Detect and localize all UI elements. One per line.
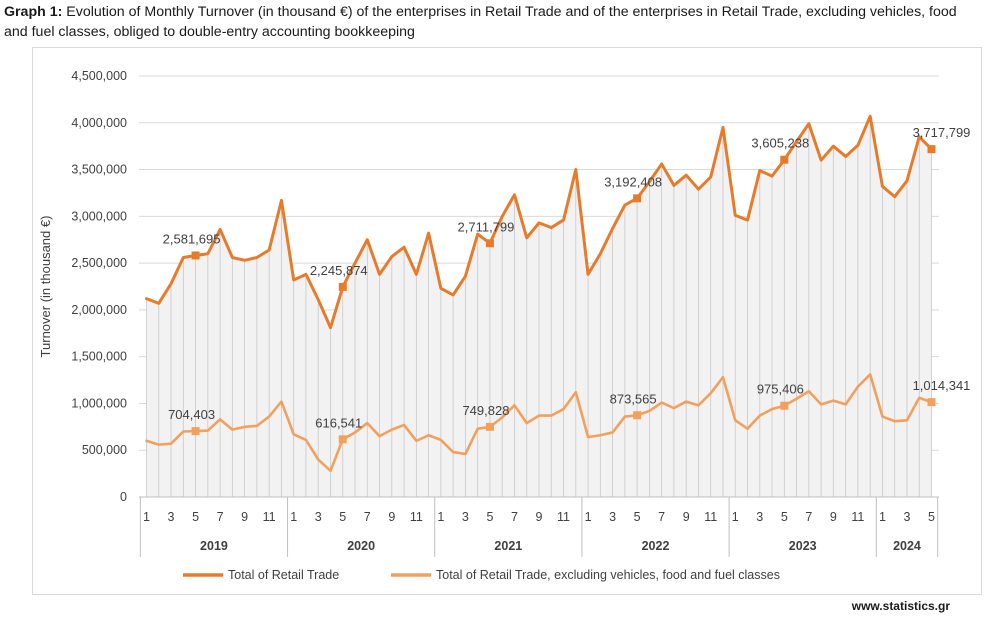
x-year-label: 2023 (789, 539, 817, 553)
x-tick-label: 1 (437, 510, 444, 524)
excl-data-label: 749,828 (462, 403, 509, 418)
excl-data-label: 1,014,341 (913, 378, 971, 393)
x-tick-label: 11 (263, 510, 276, 524)
excl-data-marker (780, 401, 789, 410)
x-tick-label: 5 (339, 510, 346, 524)
x-year-label: 2021 (494, 539, 522, 553)
y-tick-label: 500,000 (82, 443, 127, 457)
x-year-label: 2024 (893, 539, 921, 553)
y-tick-label: 2,500,000 (71, 256, 127, 270)
x-tick-label: 7 (217, 510, 224, 524)
excl-data-marker (633, 411, 642, 420)
x-tick-label: 7 (805, 510, 812, 524)
excl-data-marker (485, 422, 494, 431)
legend-excl-label: Total of Retail Trade, excluding vehicle… (436, 568, 780, 582)
total-data-marker (780, 155, 789, 164)
total-data-marker (633, 194, 642, 203)
total-data-marker (191, 251, 200, 260)
x-tick-label: 3 (168, 510, 175, 524)
total-data-marker (927, 145, 936, 154)
excl-data-label: 704,403 (168, 407, 215, 422)
chart-title-text: Evolution of Monthly Turnover (in thousa… (4, 4, 957, 40)
y-tick-label: 1,500,000 (71, 350, 127, 364)
total-data-label: 2,581,695 (163, 231, 221, 246)
x-tick-label: 7 (511, 510, 518, 524)
y-tick-label: 4,500,000 (71, 69, 127, 83)
excl-data-marker (191, 427, 200, 436)
x-tick-label: 5 (634, 510, 641, 524)
x-tick-label: 3 (756, 510, 763, 524)
total-data-label: 2,245,874 (310, 263, 368, 278)
excl-data-marker (927, 398, 936, 407)
x-tick-label: 3 (609, 510, 616, 524)
excl-data-marker (338, 435, 347, 444)
total-data-label: 2,711,799 (458, 219, 515, 234)
total-data-label: 3,717,799 (913, 125, 971, 140)
total-data-label: 3,192,408 (604, 174, 662, 189)
y-tick-label: 3,500,000 (71, 163, 127, 177)
x-tick-label: 9 (388, 510, 395, 524)
chart-frame: 0 500,000 1,000,000 1,500,000 2,000,000 2,500… (32, 47, 982, 595)
total-data-label: 3,605,238 (751, 136, 809, 151)
x-tick-label: 5 (928, 510, 935, 524)
x-tick-label: 3 (462, 510, 469, 524)
y-tick-label: 0 (120, 490, 127, 504)
x-tick-label: 1 (732, 510, 739, 524)
x-tick-label: 7 (364, 510, 371, 524)
y-tick-label: 1,000,000 (71, 396, 127, 410)
line-chart: 0 500,000 1,000,000 1,500,000 2,000,000 2,500… (38, 69, 971, 582)
total-data-marker (338, 282, 347, 291)
x-tick-label: 5 (192, 510, 199, 524)
x-tick-label: 11 (851, 510, 864, 524)
total-retail-line (145, 114, 933, 330)
total-data-marker (485, 239, 494, 248)
x-tick-label: 1 (585, 510, 592, 524)
excl-data-label: 616,541 (315, 415, 362, 430)
x-year-label: 2022 (642, 539, 670, 553)
x-tick-label: 9 (536, 510, 543, 524)
x-year-label: 2019 (200, 539, 228, 553)
x-tick-label: 9 (241, 510, 248, 524)
y-axis-title: Turnover (in thousand €) (38, 216, 53, 358)
x-tick-label: 9 (830, 510, 837, 524)
y-tick-label: 4,000,000 (71, 116, 127, 130)
x-tick-label: 5 (781, 510, 788, 524)
x-tick-label: 7 (658, 510, 665, 524)
legend-total-label: Total of Retail Trade (228, 568, 339, 582)
excl-retail-line (145, 373, 933, 473)
excl-data-label: 975,406 (757, 382, 804, 397)
x-tick-label: 9 (683, 510, 690, 524)
x-tick-label: 11 (410, 510, 423, 524)
x-tick-label: 11 (704, 510, 717, 524)
x-tick-label: 1 (290, 510, 297, 524)
y-tick-label: 2,000,000 (71, 303, 127, 317)
y-tick-label: 3,000,000 (71, 209, 127, 223)
x-tick-label: 5 (486, 510, 493, 524)
x-tick-label: 1 (143, 510, 150, 524)
x-year-label: 2020 (347, 539, 375, 553)
x-tick-label: 11 (557, 510, 570, 524)
x-tick-label: 3 (315, 510, 322, 524)
x-tick-label: 1 (879, 510, 886, 524)
excl-data-label: 873,565 (610, 391, 657, 406)
chart-title-prefix: Graph 1: (4, 4, 63, 20)
chart-title: Graph 1: Evolution of Monthly Turnover (… (4, 2, 979, 42)
x-tick-label: 3 (903, 510, 910, 524)
source-label[interactable]: www.statistics.gr (851, 599, 950, 613)
